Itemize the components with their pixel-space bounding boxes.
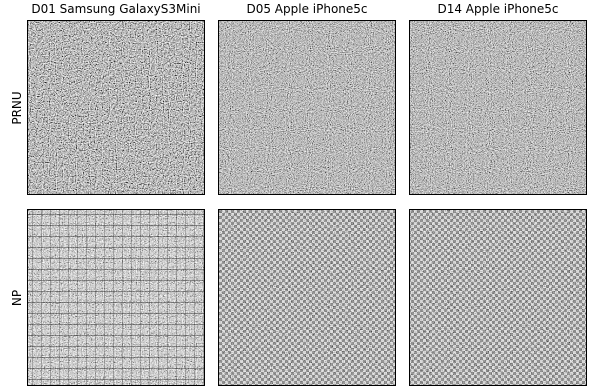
row-label: PRNU (10, 91, 24, 124)
column-title: D05 Apple iPhone5c (246, 2, 367, 16)
noise-image (218, 20, 396, 195)
noise-image (409, 20, 587, 195)
row-label: NP (10, 290, 24, 306)
column-title: D01 Samsung GalaxyS3Mini (31, 2, 200, 16)
column-title: D14 Apple iPhone5c (437, 2, 558, 16)
noise-image (27, 209, 205, 386)
noise-image (409, 209, 587, 386)
page: D01 Samsung GalaxyS3Mini D05 Apple iPhon… (0, 0, 589, 390)
noise-image (27, 20, 205, 195)
noise-image (218, 209, 396, 386)
figure: D01 Samsung GalaxyS3Mini D05 Apple iPhon… (0, 0, 589, 390)
